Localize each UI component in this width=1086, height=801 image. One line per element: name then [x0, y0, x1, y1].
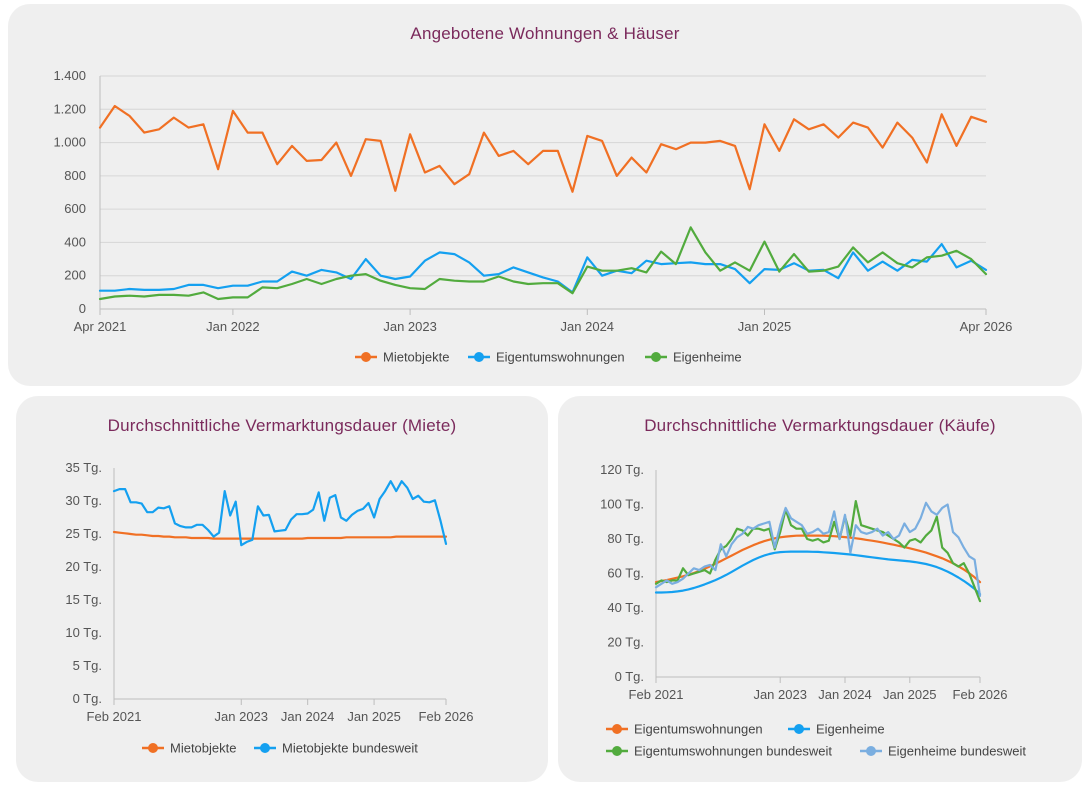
y-tick-label: 5 Tg. — [73, 658, 102, 673]
y-tick-label: 35 Tg. — [65, 460, 102, 475]
x-tick-label: Jan 2025 — [883, 687, 937, 702]
legend-item: Eigenheime — [645, 350, 742, 365]
series-line-eigentumswohnungen-bundesweit — [654, 499, 982, 603]
offers-chart: 0 200 400 600 800 1.000 1.200 1.400 Apr 2021 Jan … — [53, 68, 1013, 365]
legend-item: Eigentumswohnungen — [468, 350, 625, 365]
y-tick-label: 20 Tg. — [607, 635, 644, 650]
legend-label: Eigenheime — [816, 722, 885, 737]
legend-marker — [794, 724, 804, 734]
x-tick-label: Feb 2026 — [419, 709, 474, 724]
series-line-mietobjekte — [98, 104, 988, 193]
y-tick-label: 20 Tg. — [65, 559, 102, 574]
series-line-eigentumswohnungen — [98, 243, 988, 294]
legend-marker — [260, 743, 270, 753]
x-tick-label: Feb 2021 — [87, 709, 142, 724]
y-tick-label: 1.200 — [53, 101, 86, 116]
y-tick-label: 25 Tg. — [65, 526, 102, 541]
y-tick-label: 0 Tg. — [615, 669, 644, 684]
legend-label: Eigenheime — [673, 350, 742, 365]
legend-item: Eigentumswohnungen — [606, 722, 763, 737]
rent-duration-chart-card: Durchschnittliche Vermarktungsdauer (Mie… — [16, 396, 548, 782]
series-line-eigenheime — [98, 226, 988, 301]
legend-marker — [148, 743, 158, 753]
x-tick-label: Jan 2025 — [347, 709, 401, 724]
y-tick-label: 30 Tg. — [65, 493, 102, 508]
x-tick-label: Jan 2023 — [215, 709, 269, 724]
series-line-eigenheime-bundesweit — [654, 501, 982, 597]
legend-label: Mietobjekte bundesweit — [282, 741, 418, 756]
x-tick-label: Apr 2021 — [74, 319, 127, 334]
legend-item: Mietobjekte bundesweit — [254, 741, 418, 756]
y-tick-label: 15 Tg. — [65, 592, 102, 607]
legend-marker — [651, 352, 661, 362]
legend-label: Eigentumswohnungen — [496, 350, 625, 365]
y-tick-label: 10 Tg. — [65, 625, 102, 640]
y-tick-label: 120 Tg. — [600, 462, 644, 477]
y-tick-label: 0 Tg. — [73, 691, 102, 706]
x-tick-label: Jan 2024 — [561, 319, 615, 334]
x-tick-label: Apr 2026 — [960, 319, 1013, 334]
x-tick-label: Jan 2024 — [818, 687, 872, 702]
x-tick-label: Jan 2022 — [206, 319, 260, 334]
legend-marker — [612, 746, 622, 756]
chart-title: Angebotene Wohnungen & Häuser — [410, 24, 680, 43]
x-tick-label: Feb 2021 — [629, 687, 684, 702]
x-tick-label: Jan 2023 — [383, 319, 437, 334]
legend-item: Eigenheime — [788, 722, 885, 737]
legend-marker — [474, 352, 484, 362]
series-line-eigentumswohnungen — [654, 534, 982, 584]
y-tick-label: 1.000 — [53, 135, 86, 150]
legend-item: Mietobjekte — [142, 741, 236, 756]
y-tick-label: 400 — [64, 234, 86, 249]
legend-label: Eigentumswohnungen bundesweit — [634, 744, 832, 759]
legend-label: Eigentumswohnungen — [634, 722, 763, 737]
rent-duration-chart: 0 Tg. 5 Tg. 10 Tg. 15 Tg. 20 Tg. 25 Tg. 30 Tg.… — [65, 460, 474, 756]
legend-item: Mietobjekte — [355, 350, 449, 365]
legend-item: Eigenheime bundesweit — [860, 744, 1026, 759]
y-tick-label: 200 — [64, 268, 86, 283]
y-tick-label: 1.400 — [53, 68, 86, 83]
y-tick-label: 600 — [64, 201, 86, 216]
legend-label: Mietobjekte — [170, 741, 236, 756]
legend-item: Eigentumswohnungen bundesweit — [606, 744, 832, 759]
offers-chart-card: Angebotene Wohnungen & Häuser 0 200 400 600… — [8, 4, 1082, 386]
chart-title: Durchschnittliche Vermarktungsdauer (Käu… — [644, 416, 996, 435]
x-tick-label: Jan 2023 — [753, 687, 807, 702]
series-line-eigenheime — [654, 550, 982, 596]
y-tick-label: 800 — [64, 168, 86, 183]
legend-label: Mietobjekte — [383, 350, 449, 365]
x-tick-label: Feb 2026 — [953, 687, 1008, 702]
series-line-mietobjekte-bundesweit — [112, 480, 448, 547]
y-tick-label: 60 Tg. — [607, 566, 644, 581]
legend-label: Eigenheime bundesweit — [888, 744, 1026, 759]
y-tick-label: 100 Tg. — [600, 497, 644, 512]
legend-marker — [361, 352, 371, 362]
buy-duration-chart-card: Durchschnittliche Vermarktungsdauer (Käu… — [558, 396, 1082, 782]
chart-title: Durchschnittliche Vermarktungsdauer (Mie… — [107, 416, 457, 435]
y-tick-label: 0 — [79, 301, 86, 316]
series-line-mietobjekte — [112, 530, 448, 540]
x-tick-label: Jan 2024 — [281, 709, 335, 724]
x-tick-label: Jan 2025 — [738, 319, 792, 334]
y-tick-label: 80 Tg. — [607, 531, 644, 546]
buy-duration-chart: 0 Tg. 20 Tg. 40 Tg. 60 Tg. 80 Tg. 100 Tg. 120 … — [600, 462, 1026, 759]
y-tick-label: 40 Tg. — [607, 600, 644, 615]
legend-marker — [866, 746, 876, 756]
legend-marker — [612, 724, 622, 734]
